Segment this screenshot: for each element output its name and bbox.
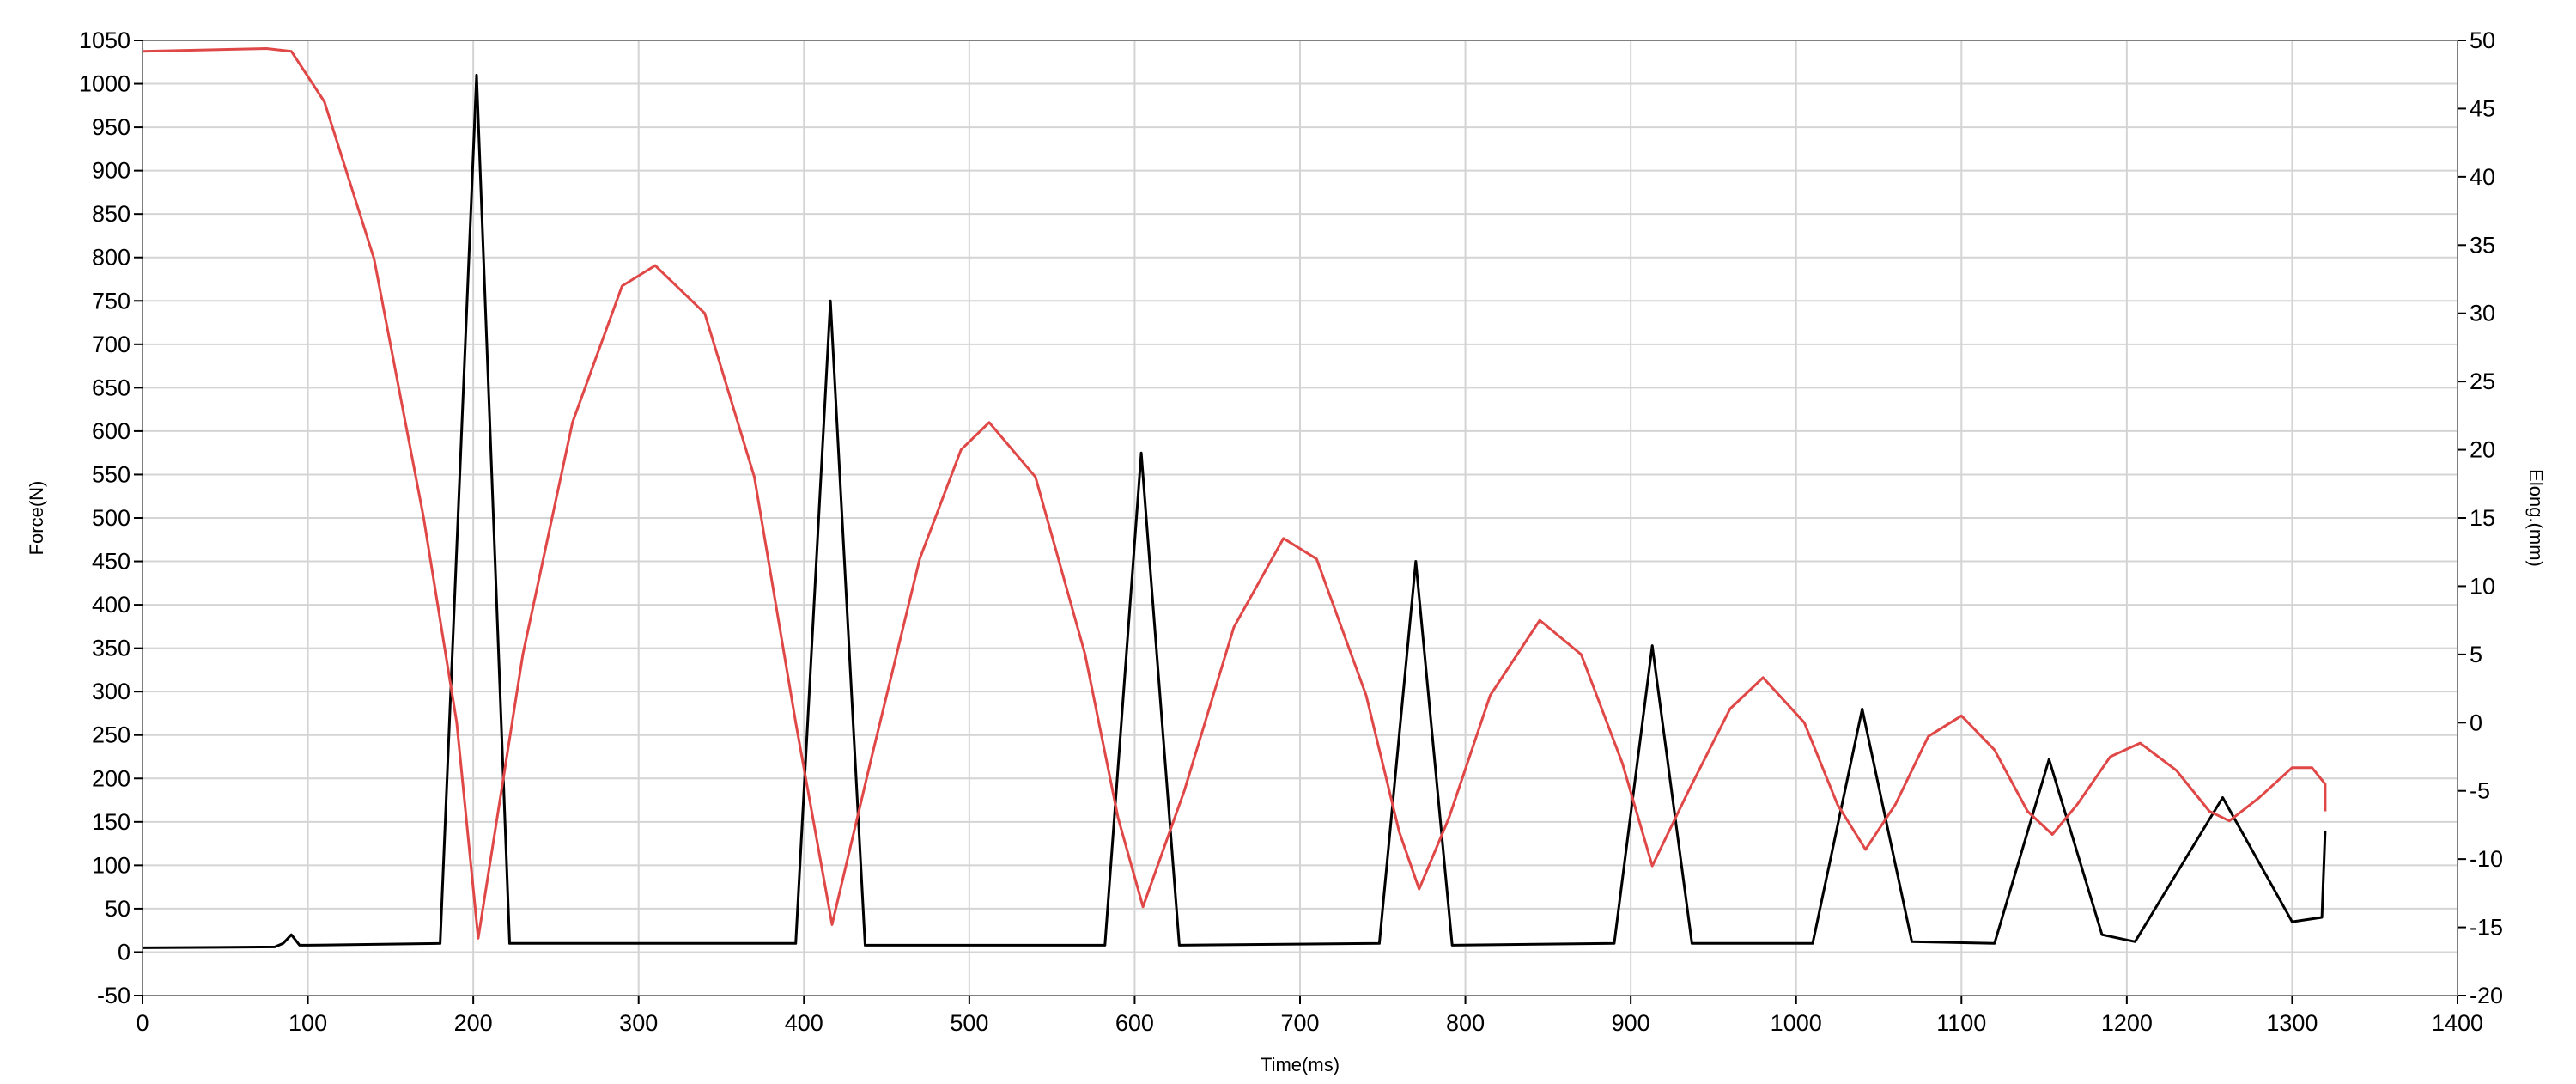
y2-tick-label: 50 — [2470, 27, 2495, 53]
x-tick-label: 300 — [619, 1010, 658, 1036]
y2-tick-label: 40 — [2470, 164, 2495, 190]
y-tick-label: 1000 — [79, 71, 131, 97]
y2-tick-label: -5 — [2470, 778, 2490, 804]
y2-tick-label: 15 — [2470, 505, 2495, 531]
y-tick-label: 650 — [92, 375, 131, 400]
x-tick-label: 900 — [1612, 1010, 1650, 1036]
y-tick-label: 300 — [92, 679, 131, 704]
y-tick-label: 200 — [92, 765, 131, 791]
y2-tick-label: -15 — [2470, 915, 2503, 941]
y-tick-label: 400 — [92, 592, 131, 618]
y-tick-label: 700 — [92, 332, 131, 357]
y2-axis-title: Elong.(mm) — [2525, 469, 2547, 567]
y-tick-label: 150 — [92, 809, 131, 835]
x-tick-label: 1100 — [1936, 1010, 1986, 1036]
y-tick-label: 500 — [92, 505, 131, 531]
y-tick-label: 850 — [92, 201, 131, 227]
y-tick-label: 50 — [105, 896, 131, 922]
y-tick-label: 800 — [92, 245, 131, 271]
y-axis-left: -50 0 50 100 150 200 250 300 350 400 450 500 550 600 6… — [79, 27, 143, 1008]
x-tick-label: 200 — [454, 1010, 493, 1036]
x-tick-label: 1200 — [2101, 1010, 2153, 1036]
y2-tick-label: 0 — [2470, 709, 2482, 735]
y-tick-label: 350 — [92, 636, 131, 661]
x-tick-label: 600 — [1115, 1010, 1154, 1036]
x-tick-label: 500 — [950, 1010, 988, 1036]
x-tick-label: 100 — [289, 1010, 327, 1036]
series-line-1 — [142, 73, 2327, 949]
x-tick-label: 400 — [785, 1010, 823, 1036]
y2-tick-label: 45 — [2470, 95, 2495, 121]
x-tick-label: 1300 — [2266, 1010, 2318, 1036]
y-tick-label: 100 — [92, 852, 131, 878]
y-tick-label: 950 — [92, 114, 131, 140]
y-axis-title: Force(N) — [26, 481, 47, 556]
y-tick-label: 1050 — [79, 27, 131, 53]
x-axis-title: Time(ms) — [1261, 1054, 1340, 1075]
x-tick-label: 0 — [136, 1010, 149, 1036]
y-tick-label: -50 — [97, 983, 131, 1008]
y2-tick-label: 35 — [2470, 232, 2495, 258]
y-tick-label: 0 — [118, 939, 131, 965]
x-tick-label: 1400 — [2432, 1010, 2483, 1036]
y-axis-right: -20 -15 -10 -5 0 5 10 15 20 25 30 35 40 45 50 — [2458, 27, 2503, 1008]
x-tick-label: 700 — [1280, 1010, 1319, 1036]
x-tick-label: 800 — [1446, 1010, 1485, 1036]
y2-tick-label: -20 — [2470, 983, 2503, 1008]
series-line-2 — [142, 47, 2327, 940]
y2-tick-label: 25 — [2470, 368, 2495, 394]
y-tick-label: 600 — [92, 418, 131, 444]
y-tick-label: 450 — [92, 549, 131, 575]
y2-tick-label: 20 — [2470, 437, 2495, 463]
y-tick-label: 550 — [92, 461, 131, 487]
y2-tick-label: 10 — [2470, 573, 2495, 599]
y-tick-label: 250 — [92, 722, 131, 748]
x-tick-label: 1000 — [1771, 1010, 1822, 1036]
grid — [142, 40, 2458, 996]
y2-tick-label: 30 — [2470, 301, 2495, 326]
y-tick-label: 750 — [92, 288, 131, 314]
series-layer — [142, 47, 2327, 949]
y-tick-label: 900 — [92, 158, 131, 184]
y2-tick-label: -10 — [2470, 846, 2503, 872]
x-axis: 0 100 200 300 400 500 600 700 800 900 1000 1100 1200… — [136, 996, 2483, 1036]
y2-tick-label: 5 — [2470, 642, 2482, 667]
